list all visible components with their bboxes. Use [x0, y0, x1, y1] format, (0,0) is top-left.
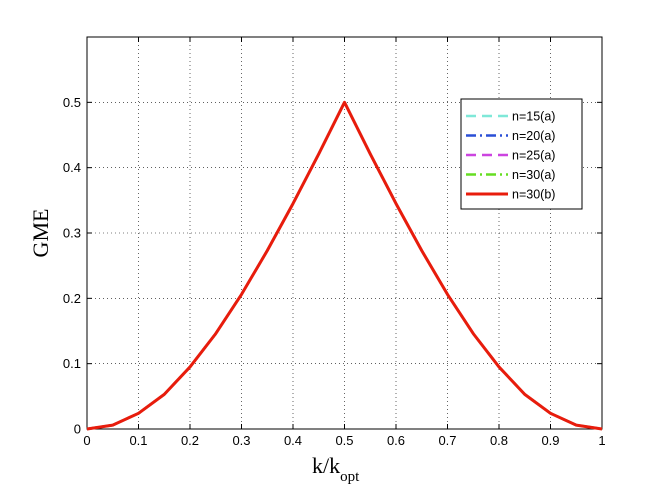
- x-tick-label: 0.5: [335, 433, 353, 448]
- legend-label: n=30(b): [512, 188, 555, 202]
- axis-ticks: 0 0.1 0.2 0.3 0.4 0.5 0.6 0.7 0.8 0.9 1 0 0.1 0.2 0.3 0…: [63, 37, 606, 448]
- legend-label: n=25(a): [512, 149, 555, 163]
- x-tick-label: 0.4: [284, 433, 302, 448]
- legend-label: n=15(a): [512, 110, 555, 124]
- x-tick-label: 0.3: [232, 433, 250, 448]
- y-tick-label: 0.2: [63, 291, 81, 306]
- legend-box: [460, 98, 583, 210]
- x-axis-label: k/kopt: [312, 453, 360, 485]
- x-axis-label-subscript: opt: [340, 469, 360, 485]
- legend: n=15(a) n=20(a) n=25(a) n=30(a) n=30(b): [460, 98, 583, 210]
- legend-label: n=20(a): [512, 129, 555, 143]
- x-tick-label: 0.7: [438, 433, 456, 448]
- y-tick-label: 0: [74, 422, 81, 437]
- x-tick-label: 0.8: [490, 433, 508, 448]
- y-tick-label: 0.1: [63, 356, 81, 371]
- y-tick-label: 0.3: [63, 226, 81, 241]
- x-tick-label: 0.9: [541, 433, 559, 448]
- x-tick-label: 1: [598, 433, 605, 448]
- x-axis-label-main: k/k: [312, 453, 340, 478]
- y-tick-label: 0.4: [63, 160, 81, 175]
- x-tick-label: 0: [83, 433, 90, 448]
- x-tick-label: 0.1: [129, 433, 147, 448]
- y-tick-label: 0.5: [63, 95, 81, 110]
- x-tick-label: 0.6: [387, 433, 405, 448]
- legend-items: n=15(a) n=20(a) n=25(a) n=30(a) n=30(b): [466, 110, 555, 202]
- series-line-n=30(b): [86, 100, 603, 431]
- legend-label: n=30(a): [512, 168, 555, 182]
- grid: [87, 37, 602, 429]
- y-axis-label: GME: [28, 209, 53, 258]
- x-tick-label: 0.2: [181, 433, 199, 448]
- series-lines: [86, 100, 603, 431]
